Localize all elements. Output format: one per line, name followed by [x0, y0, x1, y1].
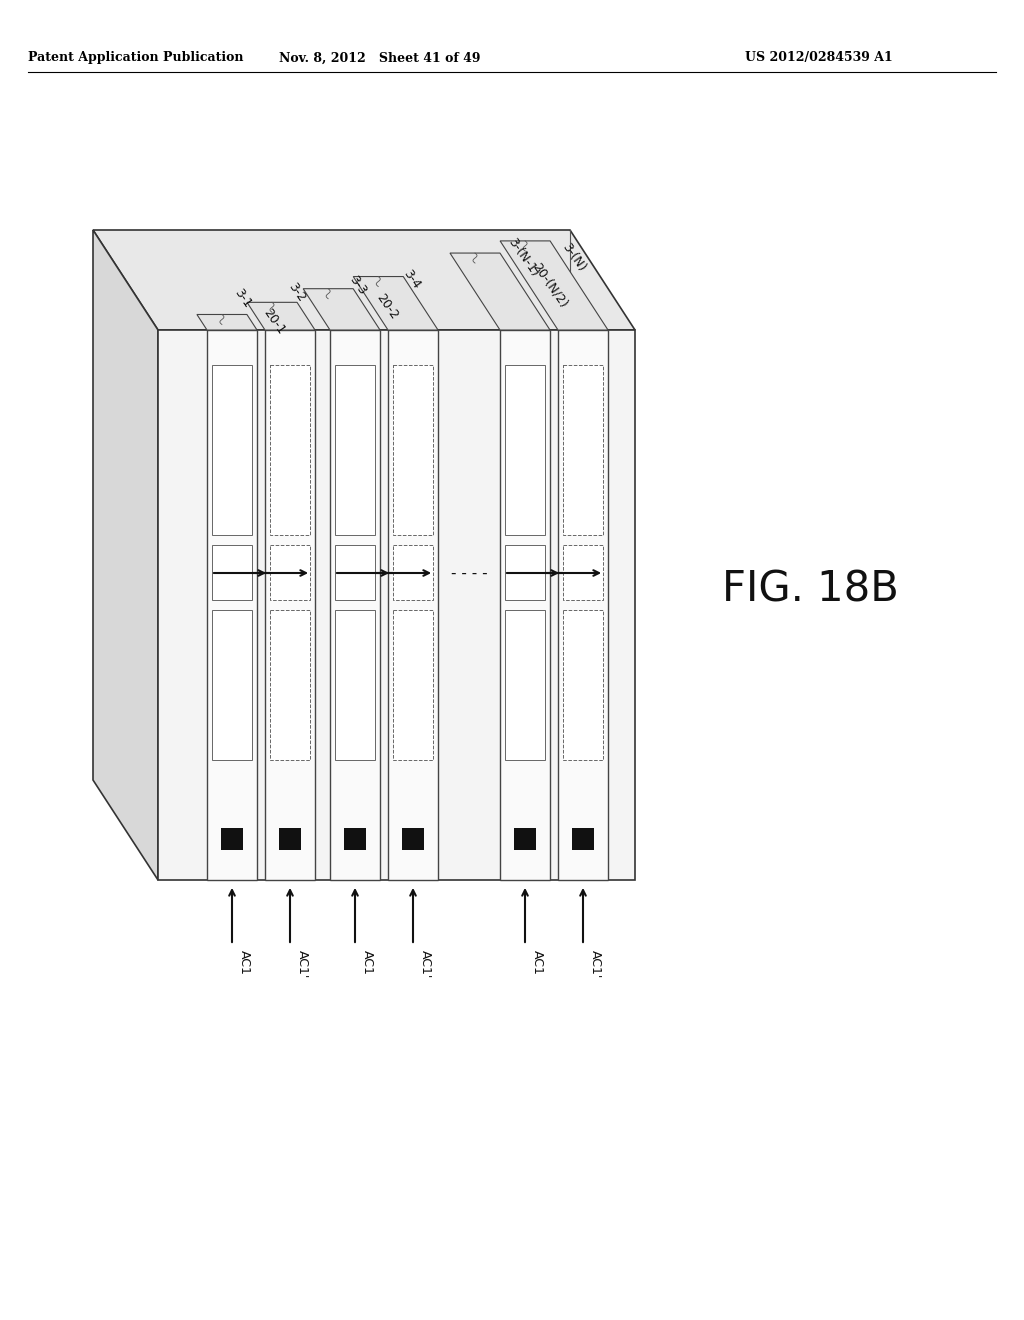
Bar [572, 828, 594, 850]
Bar [335, 610, 375, 760]
Polygon shape [197, 314, 257, 330]
Bar [335, 366, 375, 535]
Text: US 2012/0284539 A1: US 2012/0284539 A1 [745, 51, 893, 65]
Text: 3-(N-1): 3-(N-1) [505, 236, 541, 280]
Bar [393, 610, 433, 760]
Polygon shape [93, 230, 635, 330]
Bar [270, 610, 310, 760]
Bar [388, 330, 438, 880]
Text: AC1': AC1' [589, 950, 602, 978]
Bar [212, 545, 252, 601]
Bar [221, 828, 243, 850]
Bar [505, 545, 545, 601]
Text: 3-3: 3-3 [346, 273, 369, 297]
Text: 20-(N/2): 20-(N/2) [529, 260, 570, 310]
Bar [335, 545, 375, 601]
Polygon shape [450, 253, 550, 330]
Bar [207, 330, 257, 880]
Bar [563, 610, 603, 760]
Bar [563, 545, 603, 601]
Bar [563, 366, 603, 535]
Text: AC1': AC1' [296, 950, 309, 978]
Polygon shape [247, 302, 315, 330]
Polygon shape [353, 277, 438, 330]
Text: 20-1: 20-1 [260, 306, 288, 338]
Text: - - - -: - - - - [451, 565, 487, 581]
Bar [393, 366, 433, 535]
Text: AC1: AC1 [238, 950, 251, 975]
Text: 20-2: 20-2 [374, 292, 400, 322]
Bar [270, 366, 310, 535]
Polygon shape [303, 289, 380, 330]
Bar [212, 366, 252, 535]
Text: AC1: AC1 [361, 950, 374, 975]
Bar [505, 610, 545, 760]
Text: 3-1: 3-1 [232, 286, 254, 310]
Bar [265, 330, 315, 880]
Polygon shape [93, 230, 158, 880]
Bar [212, 610, 252, 760]
Bar [505, 366, 545, 535]
Text: Patent Application Publication: Patent Application Publication [28, 51, 244, 65]
Bar [270, 545, 310, 601]
Bar [558, 330, 608, 880]
Text: FIG. 18B: FIG. 18B [722, 569, 898, 611]
Polygon shape [500, 242, 608, 330]
Bar [279, 828, 301, 850]
Bar [514, 828, 536, 850]
Text: 3-4: 3-4 [400, 267, 423, 292]
Bar [402, 828, 424, 850]
Bar [330, 330, 380, 880]
Text: Nov. 8, 2012   Sheet 41 of 49: Nov. 8, 2012 Sheet 41 of 49 [280, 51, 480, 65]
Text: 3-(N): 3-(N) [559, 240, 588, 273]
Text: AC1: AC1 [531, 950, 544, 975]
Text: AC1': AC1' [419, 950, 432, 978]
Bar [500, 330, 550, 880]
Bar [393, 545, 433, 601]
Bar [158, 330, 635, 880]
Text: 3-2: 3-2 [286, 280, 308, 304]
Bar [344, 828, 366, 850]
